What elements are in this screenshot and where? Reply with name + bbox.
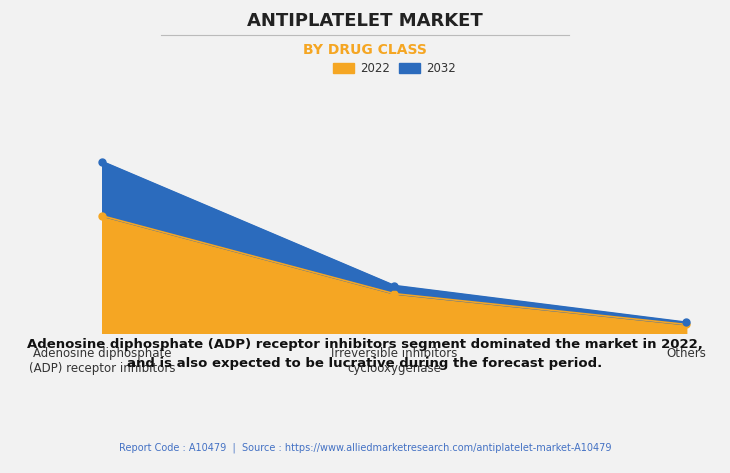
Text: Report Code : A10479  |  Source : https://www.alliedmarketresearch.com/antiplate: Report Code : A10479 | Source : https://…: [119, 442, 611, 453]
Text: BY DRUG CLASS: BY DRUG CLASS: [303, 43, 427, 57]
Text: Adenosine diphosphate (ADP) receptor inhibitors segment dominated the market in : Adenosine diphosphate (ADP) receptor inh…: [27, 338, 703, 370]
Text: ANTIPLATELET MARKET: ANTIPLATELET MARKET: [247, 12, 483, 30]
Legend: 2022, 2032: 2022, 2032: [328, 57, 461, 80]
